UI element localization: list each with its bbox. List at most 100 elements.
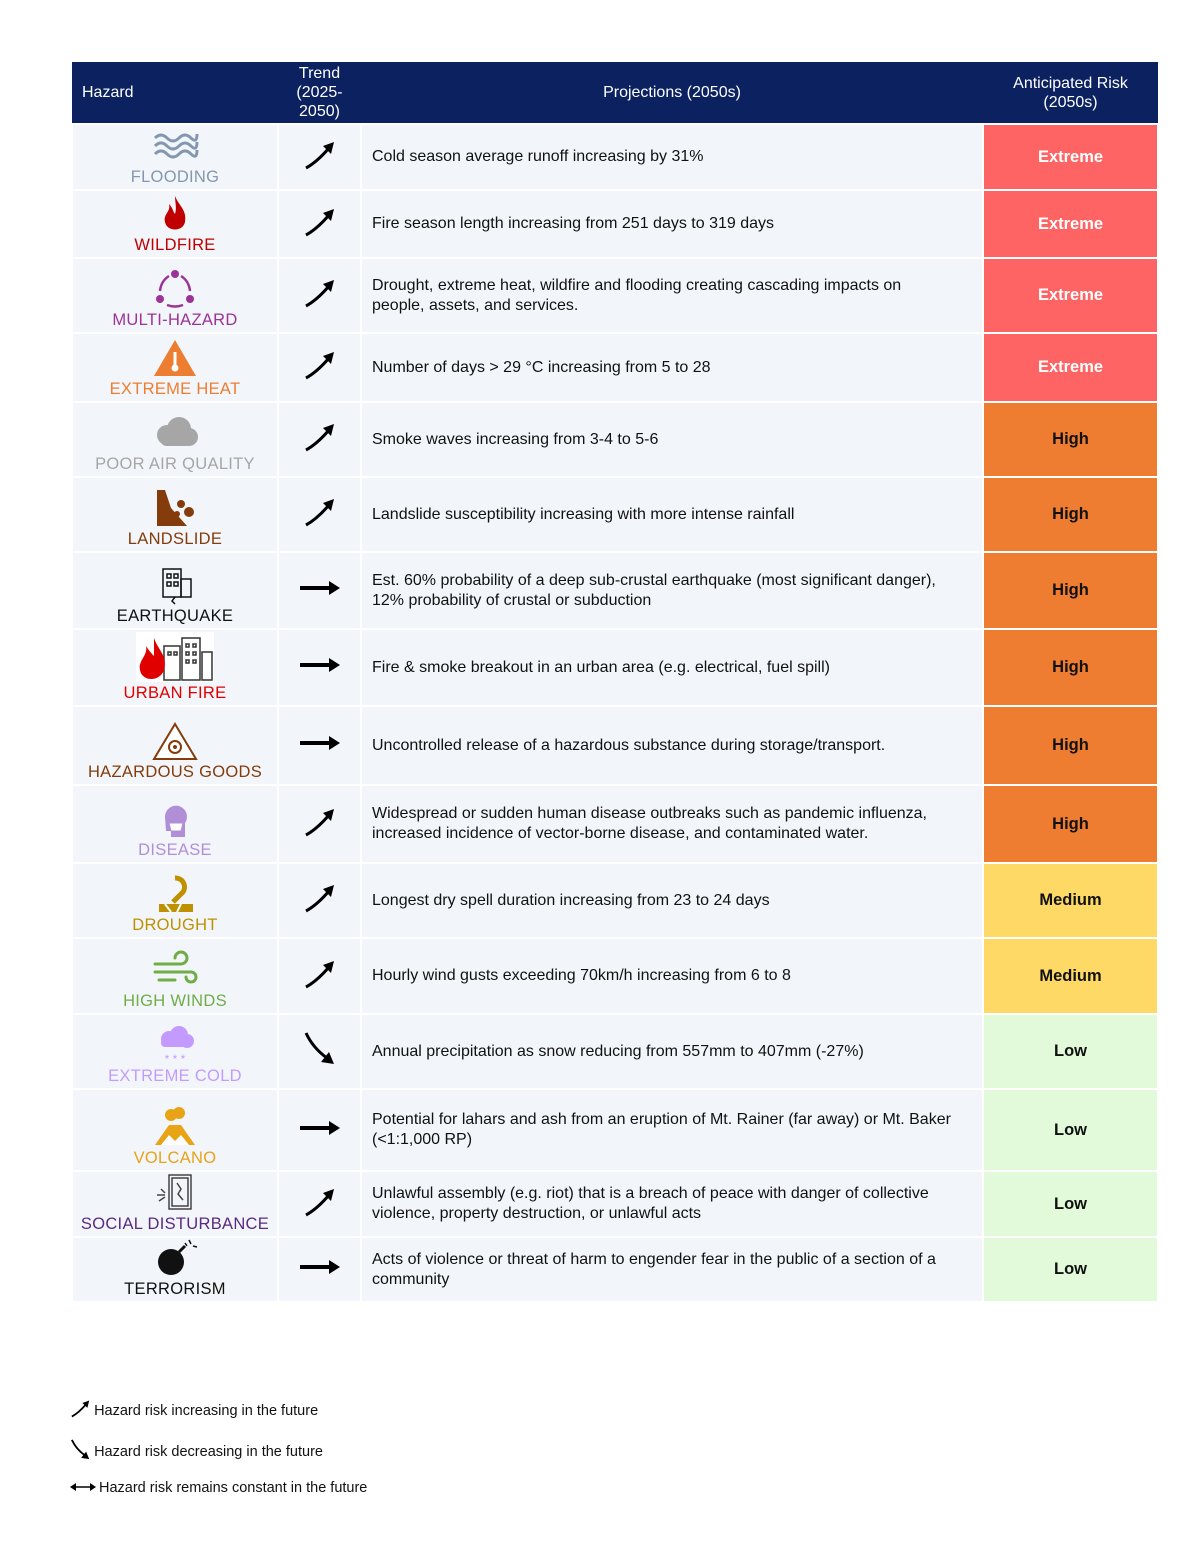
trend-cell: [277, 189, 362, 259]
hazard-label: EXTREME HEAT: [109, 380, 241, 398]
trend-constant-arrow-icon: [70, 1480, 99, 1496]
hazard-cell-social-disturbance: SOCIAL DISTURBANCE: [71, 1170, 279, 1238]
trend-cell: [277, 257, 362, 334]
trend-constant-arrow-icon: [299, 1260, 341, 1279]
header-hazard: Hazard: [72, 62, 278, 124]
hazard-label: EXTREME COLD: [108, 1067, 242, 1085]
projection-cell: Number of days > 29 °C increasing from 5…: [360, 332, 984, 403]
trend-increasing-arrow-icon: [303, 208, 337, 243]
table-row: HIGH WINDS Hourly wind gusts exceeding 7…: [71, 937, 1159, 1015]
hazard-risk-table: Hazard Trend (2025-2050) Projections (20…: [71, 62, 1159, 1303]
projection-cell: Annual precipitation as snow reducing fr…: [360, 1013, 984, 1090]
trend-constant-arrow-icon: [299, 736, 341, 755]
svg-text:* * *: * * *: [165, 1052, 186, 1065]
legend-item-increasing: Hazard risk increasing in the future: [70, 1398, 318, 1423]
trend-cell: [277, 476, 362, 553]
trend-constant-arrow-icon: [299, 658, 341, 677]
hazard-label: HAZARDOUS GOODS: [87, 763, 263, 781]
trend-increasing-arrow-icon: [70, 1398, 94, 1423]
volcano-icon: [73, 1107, 277, 1147]
projection-cell: Landslide susceptibility increasing with…: [360, 476, 984, 553]
hazard-label: FLOODING: [130, 168, 220, 186]
projection-cell: Fire & smoke breakout in an urban area (…: [360, 628, 984, 707]
projection-cell: Unlawful assembly (e.g. riot) that is a …: [360, 1170, 984, 1238]
hazard-cell-landslide: LANDSLIDE: [71, 476, 279, 553]
hazard-label: VOLCANO: [133, 1149, 217, 1167]
hazard-label: SOCIAL DISTURBANCE: [80, 1215, 270, 1233]
trend-cell: [277, 1236, 362, 1303]
hazard-label: MULTI-HAZARD: [112, 311, 238, 329]
hazard-label: HIGH WINDS: [123, 992, 227, 1010]
broken-window-icon: [73, 1173, 277, 1213]
legend-item-decreasing: Hazard risk decreasing in the future: [70, 1438, 323, 1466]
risk-badge: High: [982, 628, 1159, 707]
trend-increasing-arrow-icon: [303, 141, 337, 176]
table-row: SOCIAL DISTURBANCE Unlawful assembly (e.…: [71, 1170, 1159, 1238]
projection-cell: Fire season length increasing from 251 d…: [360, 189, 984, 259]
cracked-building-icon: [73, 565, 277, 605]
thermometer-warning-icon: [73, 338, 277, 378]
table-row: LANDSLIDE Landslide susceptibility incre…: [71, 476, 1159, 553]
cloud-icon: [73, 413, 277, 453]
cycle-icon: [73, 269, 277, 309]
waves-icon: [73, 126, 277, 166]
table-row: DROUGHT Longest dry spell duration incre…: [71, 862, 1159, 939]
trend-cell: [277, 628, 362, 707]
hazard-cell-flooding: FLOODING: [71, 123, 279, 191]
wind-icon: [73, 950, 277, 990]
hazard-cell-hazardous-goods: HAZARDOUS GOODS: [71, 705, 279, 786]
legend-label: Hazard risk decreasing in the future: [94, 1443, 323, 1460]
risk-badge: Low: [982, 1236, 1159, 1303]
risk-badge: Extreme: [982, 189, 1159, 259]
hazard-cell-terrorism: TERRORISM: [71, 1236, 279, 1303]
projection-cell: Smoke waves increasing from 3-4 to 5-6: [360, 401, 984, 478]
trend-cell: [277, 551, 362, 630]
table-row: DISEASE Widespread or sudden human disea…: [71, 784, 1159, 864]
trend-increasing-arrow-icon: [303, 885, 337, 919]
hazard-label: POOR AIR QUALITY: [95, 455, 255, 473]
projection-cell: Acts of violence or threat of harm to en…: [360, 1236, 984, 1303]
table-row: HAZARDOUS GOODS Uncontrolled release of …: [71, 705, 1159, 786]
risk-badge: High: [982, 784, 1159, 864]
table-row: FLOODING Cold season average runoff incr…: [71, 123, 1159, 191]
hazard-label: URBAN FIRE: [123, 684, 227, 702]
table-row: TERRORISM Acts of violence or threat of …: [71, 1236, 1159, 1303]
trend-cell: [277, 705, 362, 786]
risk-badge: Extreme: [982, 332, 1159, 403]
projection-cell: Longest dry spell duration increasing fr…: [360, 862, 984, 939]
trend-cell: [277, 784, 362, 864]
trend-cell: [277, 123, 362, 191]
trend-constant-arrow-icon: [299, 581, 341, 600]
legend-item-constant: Hazard risk remains constant in the futu…: [70, 1480, 367, 1496]
hazard-label: TERRORISM: [124, 1280, 226, 1298]
legend-label: Hazard risk remains constant in the futu…: [99, 1480, 368, 1496]
table-header: Hazard Trend (2025-2050) Projections (20…: [72, 62, 1158, 124]
hazard-cell-disease: DISEASE: [71, 784, 279, 864]
trend-increasing-arrow-icon: [303, 280, 337, 314]
risk-badge: High: [982, 705, 1159, 786]
table-row: EARTHQUAKE Est. 60% probability of a dee…: [71, 551, 1159, 630]
hazard-cell-wildfire: WILDFIRE: [71, 189, 279, 259]
trend-cell: [277, 937, 362, 1015]
trend-decreasing-arrow-icon: [70, 1438, 94, 1466]
risk-badge: Extreme: [982, 123, 1159, 191]
masked-head-icon: [73, 799, 277, 839]
hazard-cell-high-winds: HIGH WINDS: [71, 937, 279, 1015]
trend-decreasing-arrow-icon: [303, 1032, 337, 1072]
projection-cell: Potential for lahars and ash from an eru…: [360, 1088, 984, 1172]
hazard-label: EARTHQUAKE: [116, 607, 234, 625]
header-trend: Trend (2025-2050): [278, 62, 361, 124]
hazard-cell-extreme-cold: * * * EXTREME COLD: [71, 1013, 279, 1090]
hazard-label: LANDSLIDE: [127, 530, 223, 548]
hazard-cell-poor-air-quality: POOR AIR QUALITY: [71, 401, 279, 478]
projection-cell: Drought, extreme heat, wildfire and floo…: [360, 257, 984, 334]
hazard-cell-earthquake: EARTHQUAKE: [71, 551, 279, 630]
biohazard-icon: [73, 721, 277, 761]
trend-increasing-arrow-icon: [303, 352, 337, 386]
table-row: MULTI-HAZARD Drought, extreme heat, wild…: [71, 257, 1159, 334]
table-row: POOR AIR QUALITY Smoke waves increasing …: [71, 401, 1159, 478]
trend-cell: [277, 1088, 362, 1172]
drought-icon: [73, 874, 277, 914]
trend-constant-arrow-icon: [299, 1120, 341, 1140]
